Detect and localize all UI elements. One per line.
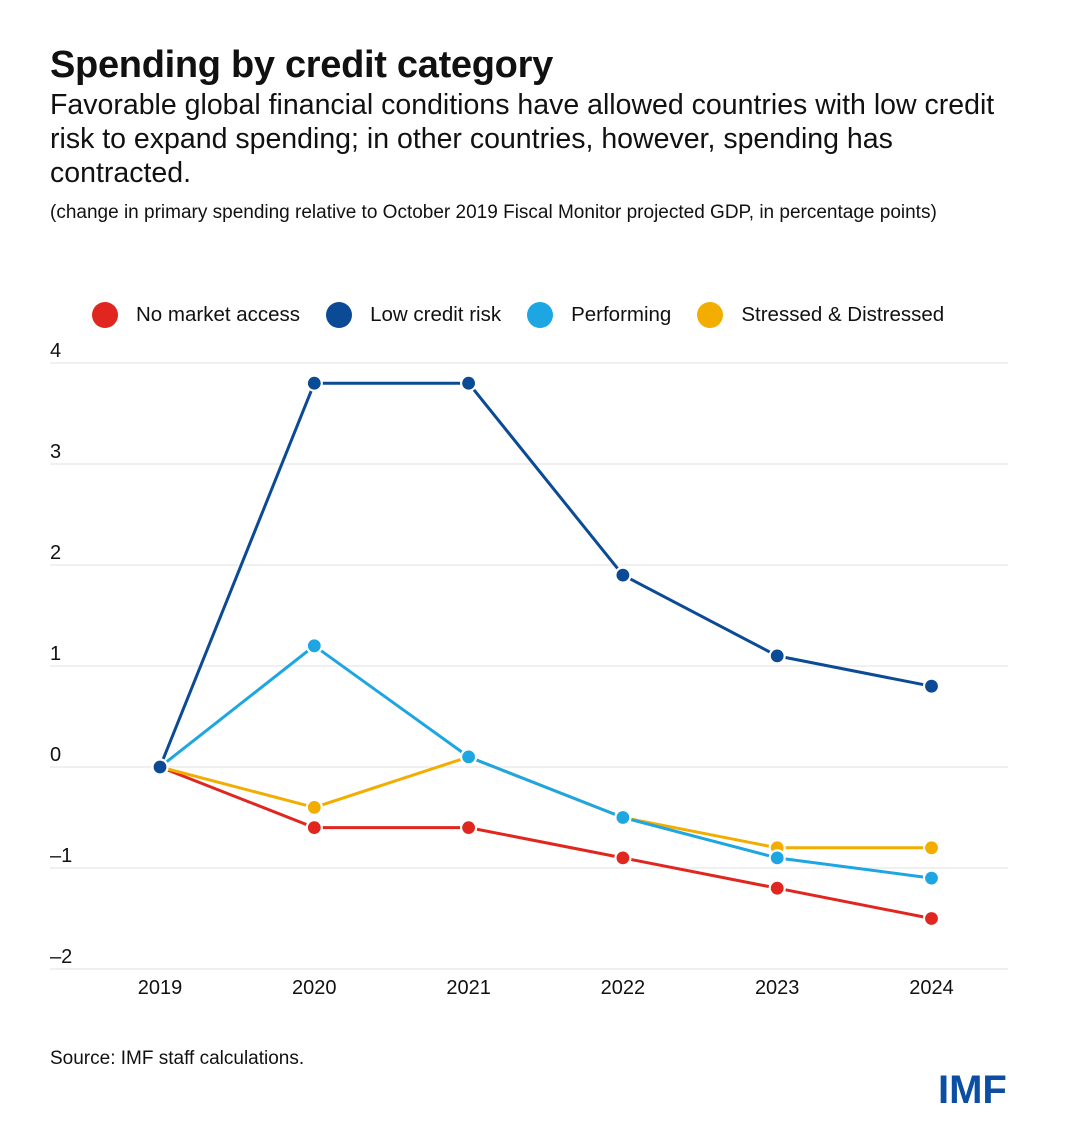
legend-label: Stressed & Distressed	[741, 303, 945, 326]
y-tick-label: 0	[50, 744, 61, 766]
data-point	[460, 374, 478, 392]
x-tick-label: 2019	[138, 977, 183, 999]
data-point	[151, 758, 169, 776]
data-point	[460, 818, 478, 837]
legend-item-performing: Performing	[527, 302, 671, 328]
x-tick-label: 2021	[446, 977, 491, 999]
data-point	[768, 879, 786, 897]
gridlines	[50, 362, 1008, 970]
legend-item-stressed-distressed: Stressed & Distressed	[697, 302, 944, 328]
y-axis-ticks: 4 3 2 1 0 –1 –2	[50, 340, 72, 968]
series-line	[159, 644, 932, 880]
y-tick-label: –1	[50, 845, 72, 867]
x-tick-label: 2024	[909, 977, 954, 999]
series-line	[159, 755, 932, 850]
data-point	[922, 677, 941, 695]
chart-subtitle: Favorable global financial conditions ha…	[50, 89, 995, 189]
series-line	[159, 765, 932, 920]
data-point	[922, 909, 941, 928]
legend: No market access Low credit risk Perform…	[92, 302, 970, 328]
legend-marker	[527, 302, 554, 328]
y-tick-label: 1	[50, 643, 61, 665]
y-tick-label: 4	[50, 340, 61, 362]
legend-label: Low credit risk	[370, 303, 502, 326]
imf-logo: IMF	[938, 1068, 1007, 1112]
data-point	[768, 647, 786, 665]
data-point	[922, 869, 941, 887]
legend-marker	[92, 302, 118, 328]
data-point	[305, 374, 323, 392]
series-line	[158, 381, 932, 768]
legend-label: Performing	[571, 303, 672, 326]
x-tick-label: 2020	[292, 977, 337, 999]
data-point	[305, 798, 323, 817]
data-point	[768, 849, 786, 867]
x-axis-ticks: 2019 2020 2021 2022 2023 2024	[138, 977, 954, 999]
legend-label: No market access	[136, 303, 301, 326]
data-point	[922, 839, 941, 857]
legend-item-no-market-access: No market access	[92, 302, 300, 328]
chart-title: Spending by credit category	[50, 44, 553, 86]
y-tick-label: –2	[50, 946, 72, 968]
y-tick-label: 2	[50, 542, 61, 564]
x-tick-label: 2022	[601, 977, 646, 999]
x-tick-label: 2023	[755, 977, 800, 999]
legend-marker	[697, 302, 724, 328]
units-note: (change in primary spending relative to …	[50, 202, 937, 223]
legend-marker	[326, 302, 353, 328]
data-point	[614, 849, 632, 867]
legend-item-low-credit-risk: Low credit risk	[326, 302, 501, 328]
data-point	[460, 748, 478, 766]
source-note: Source: IMF staff calculations.	[50, 1048, 305, 1069]
series-lines	[151, 374, 941, 928]
data-point	[614, 808, 632, 827]
y-tick-label: 3	[50, 441, 61, 463]
data-point	[305, 818, 323, 837]
data-point	[614, 566, 632, 584]
data-point	[305, 637, 323, 655]
